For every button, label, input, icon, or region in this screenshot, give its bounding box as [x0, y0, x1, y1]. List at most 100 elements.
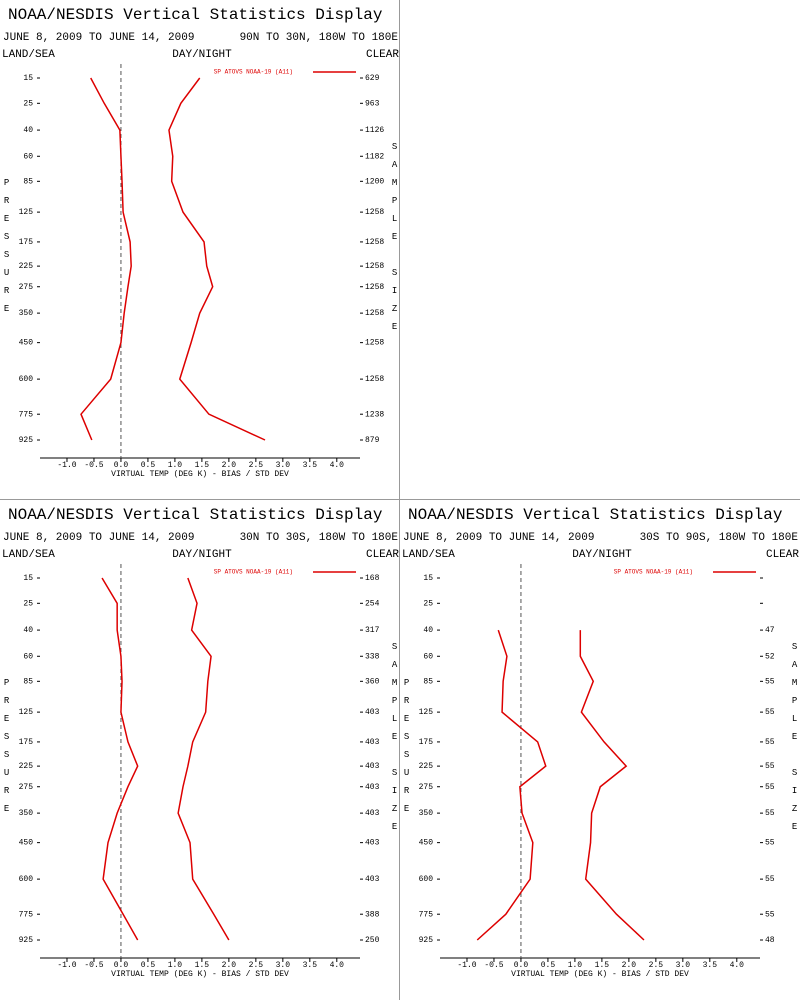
sample-size-label: 55 [765, 783, 775, 792]
chart-panel: NOAA/NESDIS Vertical Statistics Display J… [2, 506, 400, 979]
x-tick-label: 1.0 [568, 961, 583, 970]
y-tick-label: 25 [423, 599, 433, 608]
x-tick-label: 4.0 [730, 961, 745, 970]
sample-size-label: 963 [365, 99, 380, 108]
y-tick-label: 125 [419, 708, 434, 717]
sample-size-label: 55 [765, 875, 775, 884]
x-tick-label: 1.0 [168, 461, 183, 470]
sample-size-label: 48 [765, 936, 775, 945]
sample-size-label: 55 [765, 809, 775, 818]
y-tick-label: 925 [419, 936, 434, 945]
date-range: JUNE 8, 2009 TO JUNE 14, 2009 [403, 532, 594, 544]
y-tick-label: 925 [19, 936, 34, 945]
y-tick-label: 225 [419, 762, 434, 771]
sample-size-label: 55 [765, 677, 775, 686]
x-tick-label: -0.5 [84, 961, 103, 970]
land-sea-label: LAND/SEA [402, 549, 455, 561]
sample-size-label: 1258 [365, 238, 384, 247]
sample-size-label: 250 [365, 936, 380, 945]
clear-label: CLEAR [366, 49, 399, 61]
y-tick-label: 175 [419, 738, 434, 747]
y-tick-label: 275 [19, 783, 34, 792]
y-axis-label: PRESSURE [2, 678, 12, 822]
y-tick-label: 600 [19, 875, 34, 884]
y-tick-label: 25 [23, 99, 33, 108]
sample-size-label: 317 [365, 626, 380, 635]
y-tick-label: 350 [19, 309, 34, 318]
sample-size-label: 403 [365, 738, 380, 747]
sample-size-label: 403 [365, 839, 380, 848]
x-tick-label: 3.5 [703, 961, 718, 970]
y-tick-label: 350 [19, 809, 34, 818]
sample-size-label: 1238 [365, 410, 384, 419]
x-axis-label: VIRTUAL TEMP (DEG K) - BIAS / STD DEV [111, 970, 289, 979]
x-axis-label: VIRTUAL TEMP (DEG K) - BIAS / STD DEV [511, 970, 689, 979]
y-axis-label: PRESSURE [2, 178, 12, 322]
sample-size-label: 52 [765, 652, 775, 661]
x-axis-label: VIRTUAL TEMP (DEG K) - BIAS / STD DEV [111, 470, 289, 479]
y-tick-label: 775 [19, 910, 34, 919]
region: 30N TO 30S, 180W TO 180E [240, 532, 399, 544]
x-tick-label: 3.0 [276, 461, 291, 470]
y-tick-label: 775 [19, 410, 34, 419]
y-tick-label: 60 [23, 652, 33, 661]
x-tick-label: 1.5 [195, 961, 210, 970]
x-tick-label: 2.0 [222, 961, 237, 970]
y-tick-label: 925 [19, 436, 34, 445]
chart-title: NOAA/NESDIS Vertical Statistics Display [8, 6, 383, 24]
x-tick-label: -0.5 [84, 461, 103, 470]
x-tick-label: 3.0 [676, 961, 691, 970]
day-night-label: DAY/NIGHT [172, 49, 232, 61]
land-sea-label: LAND/SEA [2, 49, 55, 61]
x-tick-label: -1.0 [457, 961, 476, 970]
y-tick-label: 60 [23, 152, 33, 161]
y-tick-label: 350 [419, 809, 434, 818]
sample-size-label: 403 [365, 809, 380, 818]
x-tick-label: 2.5 [249, 961, 264, 970]
x-tick-label: 1.5 [595, 961, 610, 970]
x-tick-label: 2.5 [649, 961, 664, 970]
y-tick-label: 15 [23, 574, 33, 583]
legend-label: SP ATOVS NOAA-19 (A11) [214, 569, 293, 576]
y-tick-label: 225 [19, 762, 34, 771]
x-tick-label: 0.5 [541, 961, 556, 970]
sample-size-label: 55 [765, 839, 775, 848]
y-tick-label: 25 [23, 599, 33, 608]
y-tick-label: 600 [19, 375, 34, 384]
x-tick-label: 0.0 [514, 961, 529, 970]
y-tick-label: 60 [423, 652, 433, 661]
y-tick-label: 775 [419, 910, 434, 919]
sample-size-label: 403 [365, 762, 380, 771]
y-tick-label: 450 [19, 839, 34, 848]
land-sea-label: LAND/SEA [2, 549, 55, 561]
sample-size-label: 55 [765, 762, 775, 771]
y-tick-label: 125 [19, 708, 34, 717]
sample-size-label: 168 [365, 574, 380, 583]
x-tick-label: -0.5 [484, 961, 503, 970]
profile-line [101, 577, 139, 941]
x-tick-label: 3.5 [303, 961, 318, 970]
y2-axis-label: SAMPLE SIZE [390, 642, 400, 840]
x-tick-label: 4.0 [330, 961, 345, 970]
y-tick-label: 275 [419, 783, 434, 792]
sample-size-label: 1258 [365, 339, 384, 348]
profile-line [579, 630, 645, 941]
sample-size-label: 47 [765, 626, 775, 635]
sample-size-label: 1258 [365, 208, 384, 217]
y-tick-label: 85 [23, 677, 33, 686]
date-range: JUNE 8, 2009 TO JUNE 14, 2009 [3, 532, 194, 544]
x-tick-label: 2.5 [249, 461, 264, 470]
y-tick-label: 175 [19, 238, 34, 247]
profile-line [177, 577, 230, 941]
profile-line [80, 77, 132, 441]
y-tick-label: 40 [423, 626, 433, 635]
sample-size-label: 388 [365, 910, 380, 919]
chart-title: NOAA/NESDIS Vertical Statistics Display [8, 506, 383, 524]
x-tick-label: 0.5 [141, 461, 156, 470]
sample-size-label: 403 [365, 875, 380, 884]
x-tick-label: 3.0 [276, 961, 291, 970]
y-tick-label: 40 [23, 126, 33, 135]
profile-line [476, 629, 547, 941]
x-tick-label: 0.5 [141, 961, 156, 970]
